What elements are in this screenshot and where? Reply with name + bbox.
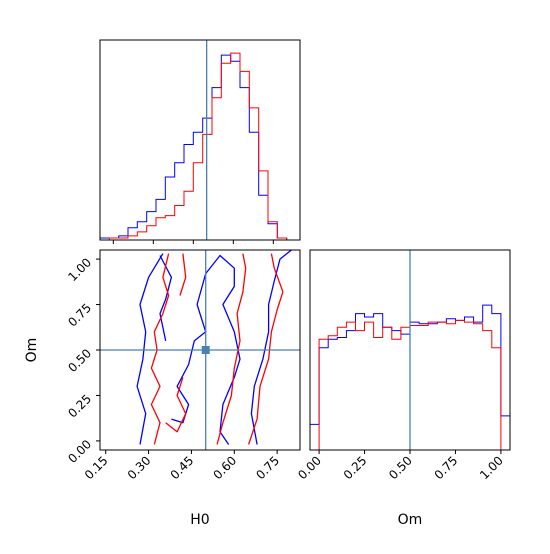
contour-line	[216, 253, 247, 445]
h0-om-contour-panel: 0.15 0.30 0.45 0.60 0.75 0.00 0.25 0.50 0.75 1.00…	[24, 249, 301, 528]
x-tick-label: 0.50	[386, 453, 415, 482]
x-tick-label: 0.30	[125, 453, 154, 482]
x-tick-label: 0.15	[82, 453, 111, 482]
y-tick-label: 1.00	[65, 255, 94, 284]
contour-line	[150, 253, 170, 445]
contour-line	[136, 253, 164, 445]
x-axis-label: Om	[398, 512, 423, 528]
om-histogram-panel: 0.00 0.25 0.50 0.75 1.00 Om	[295, 249, 511, 528]
contour-line	[179, 253, 187, 296]
histogram-series	[100, 52, 296, 241]
x-tick-label: 0.75	[253, 453, 282, 482]
axes-frame	[99, 39, 301, 241]
x-tick-label: 0.75	[432, 453, 461, 482]
y-axis-label: Om	[24, 338, 40, 363]
x-axis-label: H0	[190, 512, 209, 528]
histogram-series	[310, 319, 510, 451]
histogram-series	[99, 54, 296, 241]
h0-histogram-panel	[99, 39, 301, 244]
contour-line	[159, 255, 173, 342]
y-tick-label: 0.00	[65, 437, 94, 466]
x-tick-label: 0.45	[168, 453, 197, 482]
y-tick-label: 0.50	[65, 346, 94, 375]
x-tick-label: 0.25	[341, 453, 370, 482]
x-tick-label: 0.60	[210, 453, 239, 482]
y-tick-label: 0.25	[65, 392, 94, 421]
contour-line	[165, 377, 187, 433]
contour-line	[247, 253, 284, 445]
truth-marker	[201, 346, 210, 354]
x-tick-label: 1.00	[477, 453, 506, 482]
contour-line	[250, 249, 292, 445]
x-tick-label: 0.00	[295, 453, 324, 482]
contour-line	[171, 254, 241, 445]
y-tick-label: 0.75	[65, 301, 94, 330]
